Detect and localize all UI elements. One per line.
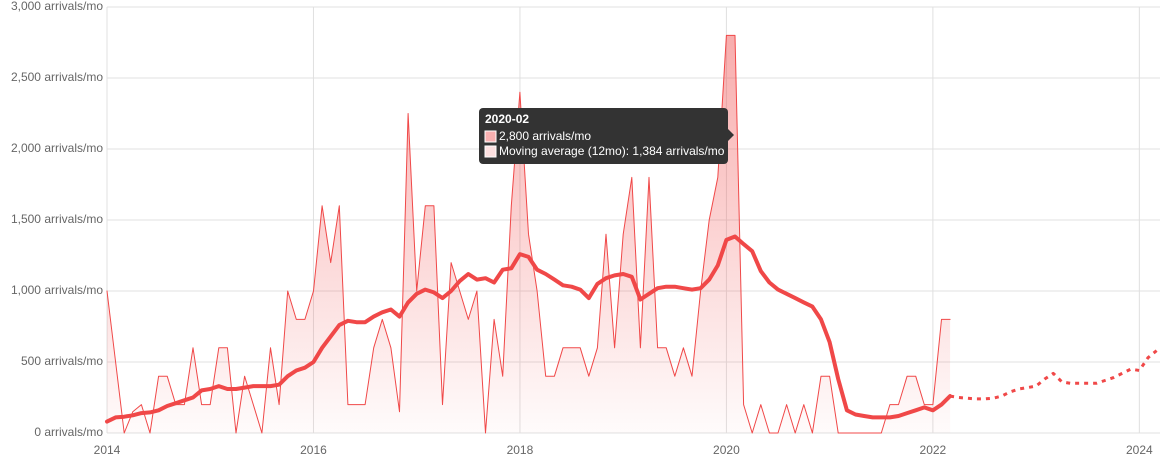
x-tick-label: 2020 bbox=[713, 443, 740, 457]
tooltip-line: 2,800 arrivals/mo bbox=[499, 129, 591, 143]
tooltip-caret bbox=[728, 129, 734, 141]
y-tick-label: 1,000 arrivals/mo bbox=[11, 283, 103, 297]
x-tick-label: 2024 bbox=[1126, 443, 1153, 457]
x-tick-label: 2014 bbox=[94, 443, 121, 457]
tooltip-swatch bbox=[484, 145, 497, 158]
trend-line bbox=[105, 234, 953, 424]
y-tick-label: 1,500 arrivals/mo bbox=[11, 212, 103, 226]
y-tick-label: 500 arrivals/mo bbox=[21, 354, 103, 368]
trend-line bbox=[949, 349, 1158, 401]
x-tick-label: 2016 bbox=[300, 443, 327, 457]
tooltip-box bbox=[479, 108, 728, 164]
tooltip: 2020-02 2,800 arrivals/mo Moving average… bbox=[479, 108, 734, 164]
y-tick-label: 2,500 arrivals/mo bbox=[11, 70, 103, 84]
y-tick-label: 0 arrivals/mo bbox=[34, 425, 103, 439]
x-tick-label: 2022 bbox=[920, 443, 947, 457]
x-tick-label: 2018 bbox=[507, 443, 534, 457]
tooltip-line: Moving average (12mo): 1,384 arrivals/mo bbox=[499, 144, 725, 158]
tooltip-title: 2020-02 bbox=[485, 112, 529, 126]
y-tick-label: 2,000 arrivals/mo bbox=[11, 141, 103, 155]
y-tick-label: 3,000 arrivals/mo bbox=[11, 0, 103, 13]
area-fill bbox=[107, 35, 951, 434]
tooltip-swatch bbox=[484, 130, 497, 143]
